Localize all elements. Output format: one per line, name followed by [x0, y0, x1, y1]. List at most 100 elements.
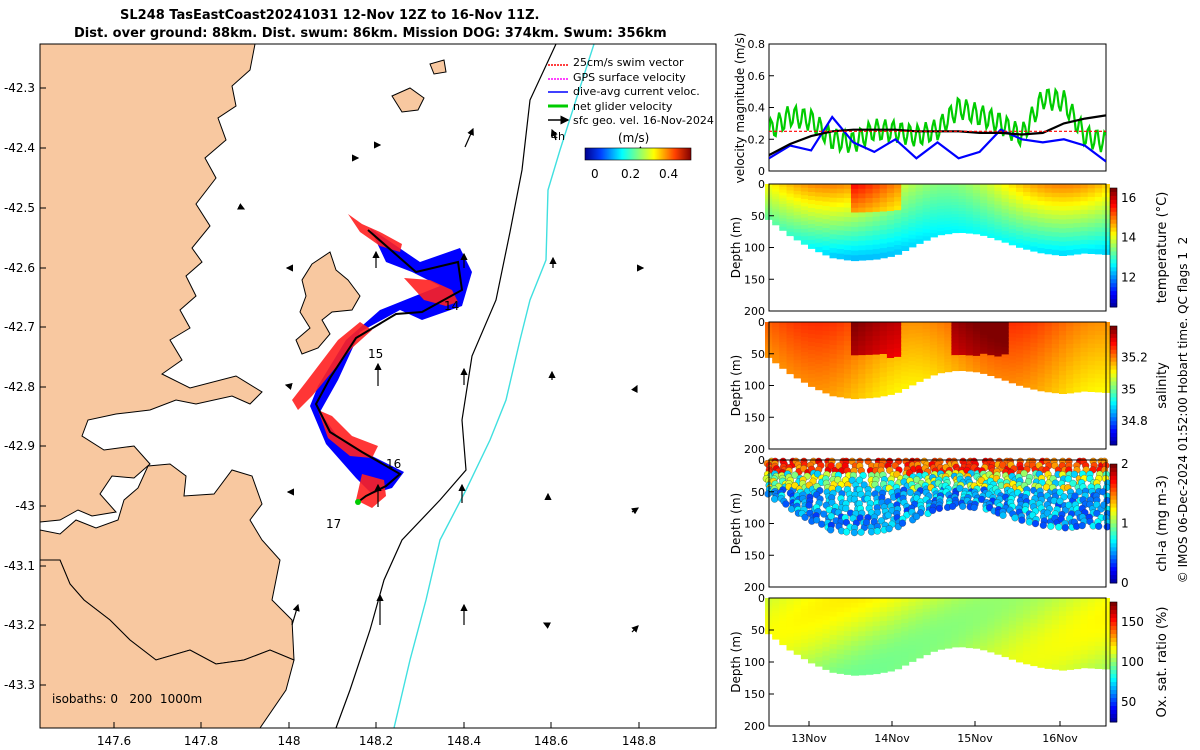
section-cell [901, 355, 910, 361]
section-cell [865, 383, 874, 389]
section-cell [1023, 358, 1032, 364]
section-cell [1016, 641, 1024, 647]
section-cell [901, 363, 910, 369]
section-cell [772, 359, 781, 364]
section-cell [836, 373, 845, 379]
section-cell [836, 326, 845, 333]
section-cell [915, 191, 924, 197]
section-sample [827, 512, 835, 520]
section-cell [1023, 354, 1032, 360]
section-cell [958, 196, 967, 200]
colorbar-cell [1110, 610, 1117, 615]
section-cell [779, 635, 788, 640]
section-cell [901, 623, 910, 629]
section-cell [1080, 214, 1089, 220]
section-cell [987, 213, 996, 219]
section-cell [843, 655, 852, 661]
section-cell [800, 322, 809, 327]
section-sample [857, 528, 865, 536]
section-cell [980, 196, 989, 201]
section-cell [872, 663, 881, 670]
section-cell [843, 650, 852, 656]
section-cell [822, 633, 831, 639]
section-cell [951, 184, 960, 188]
section-cell [1073, 598, 1082, 604]
lat-tick-label: -43.3 [4, 678, 35, 692]
section-cell [972, 607, 981, 612]
section-cell [843, 364, 852, 371]
section-sample [891, 462, 899, 470]
section-cell [858, 345, 867, 352]
section-cell [929, 358, 938, 363]
section-cell [851, 341, 859, 347]
section-cell [1037, 347, 1046, 353]
colorbar-cell [1110, 231, 1117, 237]
section-cell [951, 352, 960, 357]
colorbar-frame [1109, 325, 1118, 446]
section-cell [1080, 611, 1089, 617]
section-cell [793, 353, 802, 358]
colorbar-cell [1110, 417, 1117, 422]
section-cell [886, 375, 895, 382]
section-cell [937, 344, 946, 349]
section-cell [937, 632, 946, 637]
section-cell [1008, 352, 1017, 357]
section-cell [1073, 374, 1082, 380]
section-cell [972, 340, 981, 345]
section-cell [858, 254, 867, 261]
section-cell [886, 184, 895, 190]
section-cell [865, 188, 874, 195]
section-cell [800, 631, 809, 637]
section-cell [1094, 378, 1103, 384]
section-cell [972, 337, 981, 342]
section-cell [901, 212, 910, 218]
section-cell [815, 238, 824, 244]
section-cell [772, 201, 781, 206]
section-cell [829, 358, 838, 365]
section-cell [951, 613, 960, 618]
section-cell [937, 601, 946, 606]
section-cell [972, 208, 981, 213]
section-cell [829, 634, 838, 641]
section-cell [922, 339, 931, 344]
section-cell [922, 349, 931, 355]
section-cell [1008, 363, 1017, 369]
section-cell [1073, 646, 1082, 652]
section-cell [1073, 382, 1082, 389]
section-cell [1001, 223, 1010, 229]
section-cell [922, 236, 931, 241]
section-cell [779, 632, 788, 637]
section-cell [772, 623, 781, 627]
colorbar-cell [1110, 618, 1117, 623]
section-cell [886, 344, 895, 350]
section-cell [1023, 378, 1032, 384]
colorbar-cell [1110, 575, 1117, 580]
section-cell [1044, 611, 1053, 617]
section-cell [772, 204, 781, 208]
section-cell [779, 324, 788, 329]
section-cell [1059, 348, 1067, 354]
section-cell [772, 196, 781, 201]
section-cell [908, 215, 917, 221]
section-cell [1094, 598, 1103, 604]
colorbar-cell [1110, 567, 1117, 572]
section-cell [1087, 382, 1096, 388]
section-cell [843, 184, 852, 190]
section-cell [929, 627, 938, 632]
section-cell [987, 644, 996, 650]
colorbar-cell [1110, 437, 1117, 442]
section-cell [1073, 218, 1082, 224]
section-cell [965, 601, 974, 606]
section-cell [836, 244, 845, 250]
section-cell [965, 229, 974, 234]
section-cell [772, 352, 781, 356]
section-cell [851, 636, 859, 643]
colorbar-cell [1110, 271, 1117, 276]
section-cell [772, 206, 781, 211]
section-cell [1044, 615, 1053, 621]
section-cell [901, 192, 910, 198]
section-cell [908, 605, 917, 611]
section-cell [987, 200, 996, 205]
section-cell [786, 643, 795, 648]
section-cell [772, 605, 781, 610]
